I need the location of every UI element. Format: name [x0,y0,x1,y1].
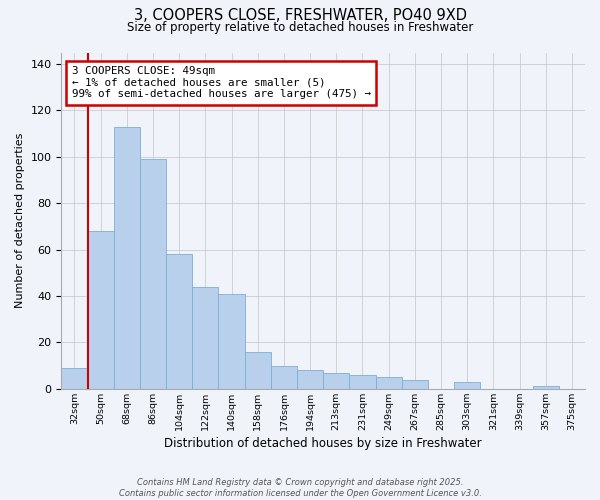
Text: Size of property relative to detached houses in Freshwater: Size of property relative to detached ho… [127,21,473,34]
Bar [402,380,428,389]
Bar [533,386,559,389]
Bar [271,366,297,389]
Bar [114,126,140,389]
Bar [166,254,193,389]
Bar [297,370,323,389]
Bar [61,368,88,389]
Bar [454,382,480,389]
Bar [376,377,402,389]
Text: 3 COOPERS CLOSE: 49sqm
← 1% of detached houses are smaller (5)
99% of semi-detac: 3 COOPERS CLOSE: 49sqm ← 1% of detached … [72,66,371,99]
Bar [88,231,114,389]
Y-axis label: Number of detached properties: Number of detached properties [15,133,25,308]
Bar [218,294,245,389]
Text: 3, COOPERS CLOSE, FRESHWATER, PO40 9XD: 3, COOPERS CLOSE, FRESHWATER, PO40 9XD [133,8,467,22]
Bar [193,286,218,389]
Bar [349,375,376,389]
Bar [245,352,271,389]
Text: Contains HM Land Registry data © Crown copyright and database right 2025.
Contai: Contains HM Land Registry data © Crown c… [119,478,481,498]
Bar [323,372,349,389]
X-axis label: Distribution of detached houses by size in Freshwater: Distribution of detached houses by size … [164,437,482,450]
Bar [140,159,166,389]
